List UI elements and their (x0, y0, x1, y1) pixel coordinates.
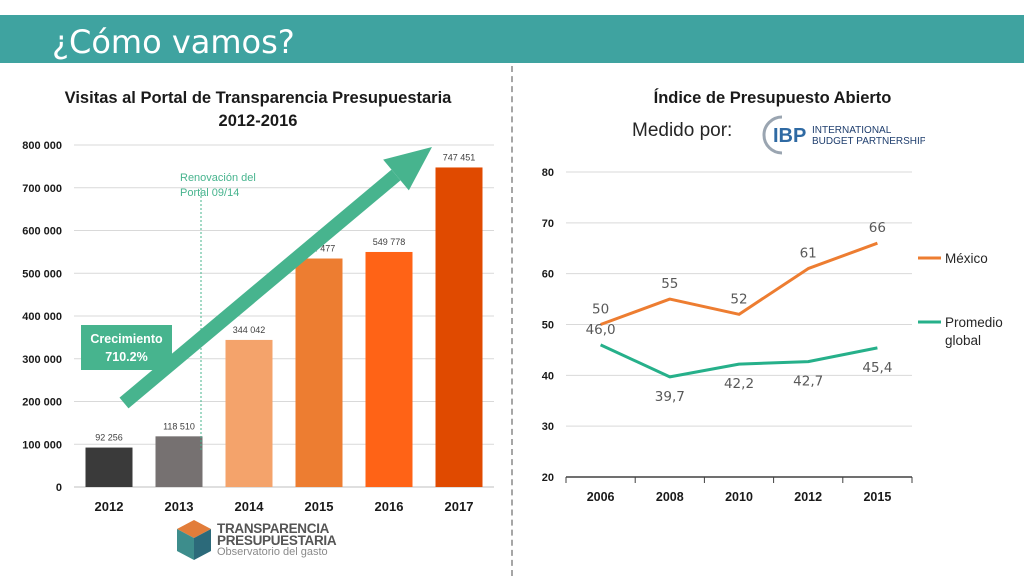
ibp-logo-arc (762, 115, 783, 155)
line-data-label: 42,2 (724, 376, 754, 392)
ibp-logo-mark: IBP (773, 125, 806, 147)
line-data-label: 55 (661, 276, 678, 292)
section-divider (511, 66, 513, 576)
bar-data-label: 92 256 (95, 433, 123, 443)
line-data-label: 42,7 (793, 374, 823, 390)
bar-x-tick-label: 2017 (445, 499, 474, 514)
line-data-label: 50 (592, 302, 609, 318)
bar-data-label: 118 510 (163, 421, 195, 431)
bar-chart-title-line: Visitas al Portal de Transparencia Presu… (64, 89, 452, 107)
bar-x-tick-label: 2014 (235, 499, 265, 514)
bar-data-label: 344 042 (233, 325, 266, 335)
bar-chart-title: Visitas al Portal de Transparencia Presu… (40, 87, 476, 133)
line-data-label: 52 (730, 291, 747, 307)
bar-x-tick-label: 2015 (305, 499, 334, 514)
bar (85, 447, 133, 487)
slide-title: ¿Cómo vamos? (52, 23, 295, 61)
bar-data-label: 549 778 (373, 237, 406, 247)
bar-y-tick-label: 100 000 (22, 439, 62, 451)
bar-chart-subtitle: 2012-2016 (218, 112, 298, 130)
bar-y-tick-label: 400 000 (22, 311, 62, 323)
bar-y-tick-label: 0 (56, 482, 62, 494)
legend-label-promedio-global: Promedio (945, 315, 1003, 330)
growth-callout-label: Crecimiento (90, 332, 163, 346)
ibp-logo: IBP INTERNATIONAL BUDGET PARTNERSHIP (762, 115, 925, 155)
line-data-label: 45,4 (862, 360, 892, 376)
growth-callout-value: 710.2% (105, 350, 147, 364)
legend-label-promedio-global: global (945, 333, 981, 348)
growth-arrow-shaft (119, 169, 401, 409)
line-y-tick-label: 30 (542, 421, 554, 433)
bar-x-tick-label: 2012 (95, 499, 124, 514)
bar-y-tick-label: 500 000 (22, 268, 62, 280)
bar-y-tick-label: 700 000 (22, 183, 62, 195)
line-y-tick-label: 50 (542, 320, 554, 332)
line-series-promedio-global (599, 343, 878, 379)
line-series-mexico (600, 241, 878, 326)
line-data-label: 66 (869, 220, 886, 236)
line-y-tick-label: 60 (542, 269, 554, 281)
bar-y-tick-label: 600 000 (22, 226, 62, 238)
line-x-tick-label: 2006 (587, 490, 615, 504)
line-data-label: 61 (800, 246, 817, 262)
line-y-tick-label: 40 (542, 370, 554, 382)
line-data-label: 39,7 (655, 389, 685, 405)
bar (365, 251, 413, 487)
line-y-tick-label: 70 (542, 218, 554, 230)
renewal-label: Portal 09/14 (180, 187, 239, 199)
transparencia-logo: TRANSPARENCIA PRESUPUESTARIA Observatori… (175, 518, 337, 564)
line-x-tick-label: 2008 (656, 490, 684, 504)
renewal-label: Renovación del (180, 172, 256, 184)
legend-label-mexico: México (945, 251, 988, 266)
tp-logo-line1: TRANSPARENCIA (217, 521, 330, 536)
growth-arrow-head (383, 147, 432, 191)
bar-y-tick-label: 300 000 (22, 354, 62, 366)
title-bar (0, 15, 1024, 63)
ibp-logo-line2: BUDGET PARTNERSHIP (812, 136, 925, 147)
bar-y-tick-label: 800 000 (22, 140, 62, 152)
line-chart-title: Índice de Presupuesto Abierto (653, 89, 892, 107)
bar-y-tick-label: 200 000 (22, 397, 62, 409)
bar-x-tick-label: 2016 (375, 499, 404, 514)
bar (155, 436, 203, 487)
growth-callout-box (81, 325, 172, 370)
line-x-tick-label: 2015 (863, 490, 891, 504)
line-y-tick-label: 80 (542, 167, 554, 179)
ibp-logo-line1: INTERNATIONAL (812, 125, 892, 136)
line-y-tick-label: 20 (542, 472, 554, 484)
bar (225, 339, 273, 487)
bar (435, 167, 483, 487)
tp-logo-line2: PRESUPUESTARIA (217, 533, 337, 548)
tp-logo-line3: Observatorio del gasto (217, 546, 328, 558)
bar-x-tick-label: 2013 (165, 499, 194, 514)
line-x-tick-label: 2012 (794, 490, 822, 504)
transparencia-cube-icon (177, 520, 211, 560)
line-x-tick-label: 2010 (725, 490, 753, 504)
bar-data-label: 747 451 (443, 152, 476, 162)
bar (295, 258, 343, 487)
measured-by-label: Medido por: (632, 120, 733, 141)
line-data-label: 46,0 (586, 322, 616, 338)
